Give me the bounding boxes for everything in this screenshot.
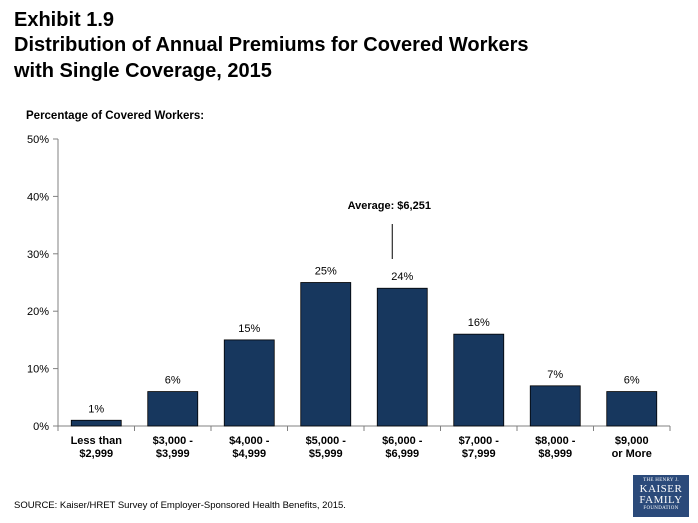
bar <box>223 339 275 427</box>
logo-line-4: FOUNDATION <box>643 506 679 511</box>
x-tick-label: $6,000 - <box>382 435 423 447</box>
bar-value-label: 6% <box>165 375 181 387</box>
bar <box>529 385 581 427</box>
x-tick-label: $9,000 <box>615 435 649 447</box>
y-tick-label: 0% <box>33 421 49 433</box>
bar-value-label: 1% <box>88 403 104 415</box>
logo-line-3: FAMILY <box>639 494 683 506</box>
x-tick-label: $3,000 - <box>153 435 194 447</box>
bar-value-label: 15% <box>238 323 260 335</box>
chart-title-line-2: with Single Coverage, 2015 <box>14 60 272 82</box>
bar <box>606 391 658 427</box>
x-tick-label: $7,999 <box>462 448 496 460</box>
y-tick-label: 10% <box>27 364 49 376</box>
bar-value-label: 25% <box>315 266 337 278</box>
chart-title-line-1: Distribution of Annual Premiums for Cove… <box>14 34 529 56</box>
y-axis-label: Percentage of Covered Workers: <box>26 110 205 122</box>
x-tick-label: $7,000 - <box>459 435 500 447</box>
y-tick-label: 40% <box>27 191 49 203</box>
x-tick-label: $5,999 <box>309 448 343 460</box>
bar <box>70 419 122 427</box>
kff-logo: THE HENRY J. KAISER FAMILY FOUNDATION <box>633 475 689 517</box>
bar <box>376 287 428 427</box>
x-tick-label: $5,000 - <box>306 435 347 447</box>
bar-value-label: 24% <box>391 271 413 283</box>
logo-line-1: THE HENRY J. <box>643 478 679 483</box>
bar <box>300 282 352 427</box>
bar <box>453 333 505 427</box>
x-tick-label: $6,999 <box>385 448 419 460</box>
bar <box>147 391 199 427</box>
x-tick-label: $4,000 - <box>229 435 270 447</box>
x-tick-label: $8,999 <box>538 448 572 460</box>
x-tick-label: $3,999 <box>156 448 190 460</box>
y-tick-label: 50% <box>27 134 49 146</box>
x-tick-label: Less than <box>71 435 123 447</box>
bar-value-label: 6% <box>624 375 640 387</box>
source-note: SOURCE: Kaiser/HRET Survey of Employer-S… <box>14 500 346 511</box>
bar-value-label: 16% <box>468 317 490 329</box>
logo-line-2: KAISER <box>639 483 683 495</box>
y-tick-label: 20% <box>27 306 49 318</box>
x-tick-label: or More <box>612 448 652 460</box>
x-tick-label: $8,000 - <box>535 435 576 447</box>
x-tick-label: $4,999 <box>232 448 266 460</box>
x-tick-label: $2,999 <box>79 448 113 460</box>
title-block: Exhibit 1.9 Distribution of Annual Premi… <box>14 8 684 84</box>
average-annotation-label: Average: $6,251 <box>348 200 431 212</box>
y-tick-label: 30% <box>27 249 49 261</box>
bar-value-label: 7% <box>547 369 563 381</box>
exhibit-number: Exhibit 1.9 <box>14 9 115 31</box>
